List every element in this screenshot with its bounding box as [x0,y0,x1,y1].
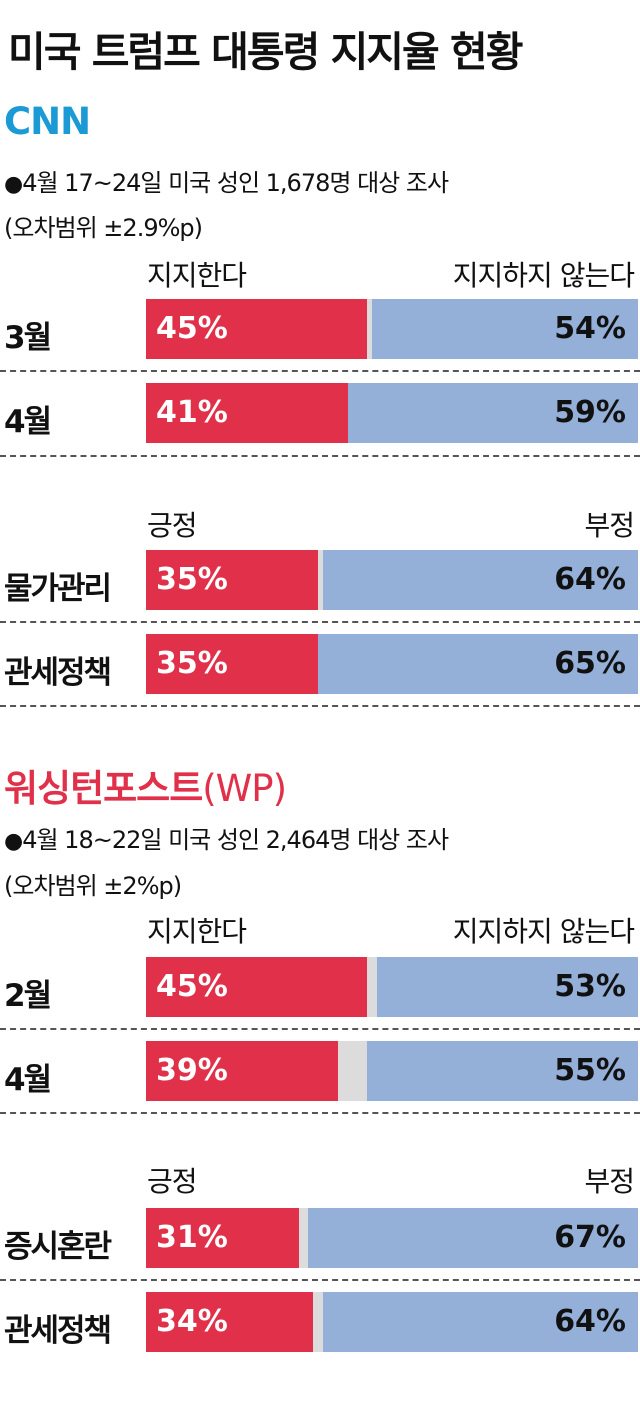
legend-positive: 긍정 [147,509,198,542]
survey-note-text: 4월 18~22일 미국 성인 2,464명 대상 조사 [22,826,449,854]
survey-note: ●4월 18~22일 미국 성인 2,464명 대상 조사 [4,820,449,855]
bar-negative [377,957,638,1017]
bullet-icon: ● [4,172,23,197]
source-title-wp: 워싱턴포스트(WP) [4,758,287,812]
value-positive: 39% [156,1053,228,1088]
row-label: 물가관리 [4,571,112,607]
stacked-bar: 45% 54% [146,299,638,359]
page-title: 미국 트럼프 대통령 지지율 현황 [8,28,523,76]
stacked-bar: 41% 59% [146,383,638,443]
value-negative: 55% [554,1053,626,1088]
legend-support: 지지한다 [147,915,247,948]
value-negative: 59% [554,395,626,430]
bar-positive [146,383,348,443]
value-positive: 34% [156,1304,228,1339]
legend-oppose: 지지하지 않는다 [452,259,635,292]
value-negative: 65% [554,646,626,681]
value-positive: 35% [156,562,228,597]
value-positive: 41% [156,395,228,430]
stacked-bar: 34% 64% [146,1292,638,1352]
stacked-bar: 35% 64% [146,550,638,610]
bullet-icon: ● [4,829,23,854]
row-label: 증시혼란 [4,1229,112,1265]
survey-note: ●4월 17~24일 미국 성인 1,678명 대상 조사 [4,163,449,198]
value-negative: 64% [554,562,626,597]
source-suffix: (WP) [202,767,287,810]
bar-negative [367,1041,638,1101]
legend-support: 지지한다 [147,259,247,292]
row-divider [0,1112,640,1114]
legend-oppose: 지지하지 않는다 [452,915,635,948]
stacked-bar: 35% 65% [146,634,638,694]
legend-positive: 긍정 [147,1165,198,1198]
bar-positive [146,1208,299,1268]
value-negative: 54% [554,311,626,346]
bar-positive [146,1041,338,1101]
row-label: 관세정책 [4,655,112,691]
margin-of-error-note: (오차범위 ±2%p) [4,872,182,900]
row-label: 4월 [4,1062,52,1098]
value-positive: 45% [156,969,228,1004]
bar-negative [372,299,638,359]
row-label: 4월 [4,404,52,440]
survey-note-text: 4월 17~24일 미국 성인 1,678명 대상 조사 [22,169,449,197]
legend-negative: 부정 [584,509,635,542]
row-divider [0,621,640,623]
row-divider [0,705,640,707]
bar-negative [308,1208,638,1268]
bar-positive [146,957,368,1017]
row-label: 2월 [4,978,52,1014]
bar-negative [318,634,638,694]
row-divider [0,1279,640,1281]
value-negative: 67% [554,1220,626,1255]
bar-negative [323,1292,638,1352]
value-positive: 35% [156,646,228,681]
bar-positive [146,1292,314,1352]
bar-positive [146,634,319,694]
row-label: 3월 [4,320,52,356]
row-divider [0,370,640,372]
stacked-bar: 39% 55% [146,1041,638,1101]
legend-negative: 부정 [584,1165,635,1198]
value-positive: 31% [156,1220,228,1255]
bar-positive [146,550,319,610]
stacked-bar: 45% 53% [146,957,638,1017]
margin-of-error-note: (오차범위 ±2.9%p) [4,214,203,242]
value-negative: 64% [554,1304,626,1339]
source-name: 워싱턴포스트 [4,767,203,810]
source-title-cnn: CNN [4,100,91,143]
value-negative: 53% [554,969,626,1004]
bar-negative [347,383,638,443]
value-positive: 45% [156,311,228,346]
row-divider [0,455,640,457]
row-label: 관세정책 [4,1313,112,1349]
bar-positive [146,299,368,359]
row-divider [0,1028,640,1030]
source-name: CNN [4,100,91,143]
bar-negative [323,550,638,610]
stacked-bar: 31% 67% [146,1208,638,1268]
